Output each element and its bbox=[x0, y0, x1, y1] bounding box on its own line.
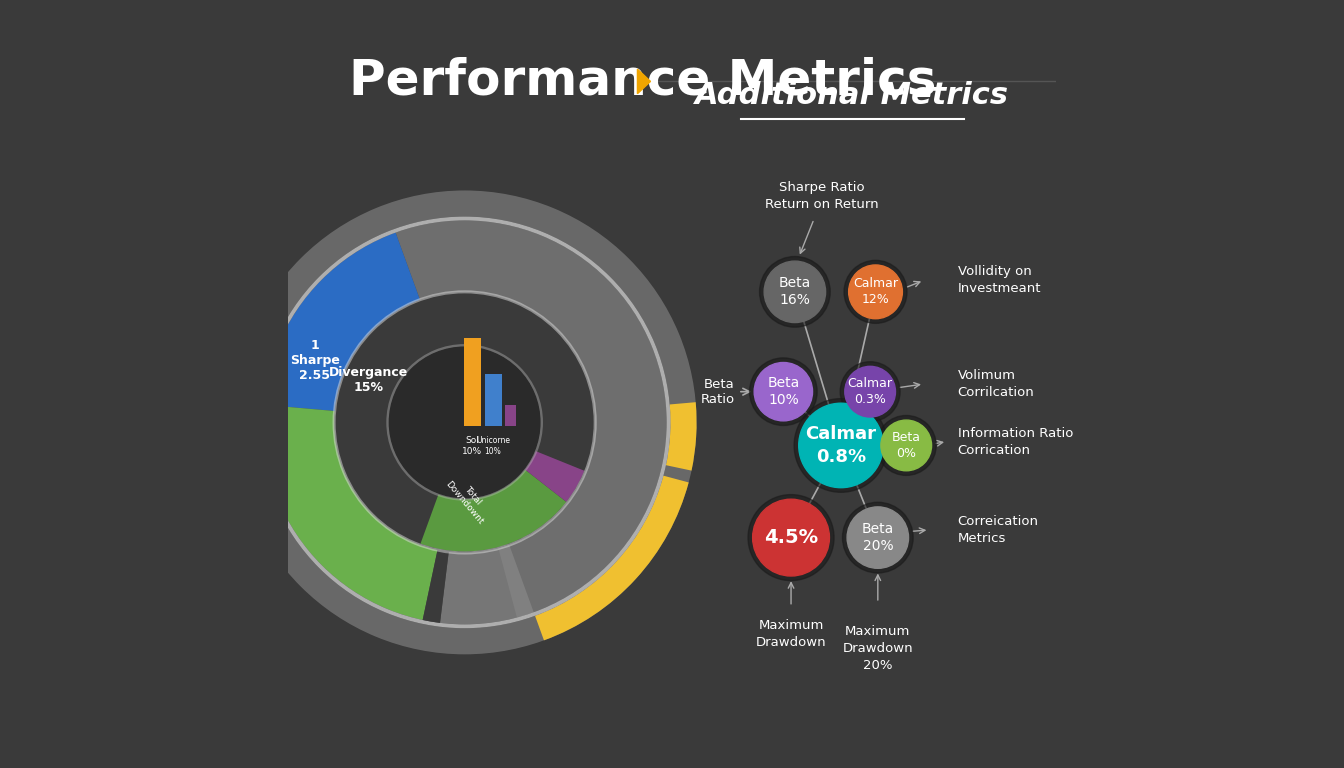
Circle shape bbox=[844, 260, 907, 323]
Text: Beta
10%: Beta 10% bbox=[767, 376, 800, 407]
Circle shape bbox=[753, 499, 829, 576]
FancyBboxPatch shape bbox=[504, 405, 516, 426]
Circle shape bbox=[794, 399, 888, 492]
Wedge shape bbox=[439, 545, 534, 624]
Circle shape bbox=[840, 362, 900, 422]
Text: Calmar
12%: Calmar 12% bbox=[853, 277, 898, 306]
Text: Beta
Ratio: Beta Ratio bbox=[700, 378, 735, 406]
Circle shape bbox=[847, 507, 909, 568]
Text: Information Ratio
Corrication: Information Ratio Corrication bbox=[958, 426, 1073, 457]
Wedge shape bbox=[233, 190, 696, 654]
Circle shape bbox=[765, 261, 825, 323]
Text: Maximum
Drawdown
20%: Maximum Drawdown 20% bbox=[843, 625, 913, 673]
Circle shape bbox=[798, 403, 883, 488]
Text: Additional Metrics: Additional Metrics bbox=[695, 81, 1009, 111]
Circle shape bbox=[749, 495, 835, 581]
Text: Beta
16%: Beta 16% bbox=[778, 276, 810, 307]
Circle shape bbox=[845, 366, 895, 417]
Text: Volimum
Corrilcation: Volimum Corrilcation bbox=[958, 369, 1035, 399]
Wedge shape bbox=[259, 217, 671, 628]
Text: Vollidity on
Investmeant: Vollidity on Investmeant bbox=[958, 265, 1042, 296]
Wedge shape bbox=[422, 550, 449, 623]
Text: Calmar
0.8%: Calmar 0.8% bbox=[805, 425, 876, 465]
Wedge shape bbox=[332, 290, 597, 554]
Wedge shape bbox=[667, 402, 696, 471]
Circle shape bbox=[754, 362, 813, 421]
Wedge shape bbox=[386, 344, 543, 501]
Circle shape bbox=[759, 257, 831, 327]
Text: Divergance
15%: Divergance 15% bbox=[329, 366, 409, 394]
Text: Sol
10%: Sol 10% bbox=[462, 436, 482, 455]
Text: Beta
20%: Beta 20% bbox=[862, 522, 894, 553]
Text: Correication
Metrics: Correication Metrics bbox=[958, 515, 1039, 545]
Polygon shape bbox=[637, 69, 650, 94]
Wedge shape bbox=[262, 220, 667, 624]
Text: 1
Sharpe
2.55: 1 Sharpe 2.55 bbox=[290, 339, 340, 382]
Wedge shape bbox=[336, 293, 594, 551]
FancyBboxPatch shape bbox=[464, 338, 481, 426]
FancyBboxPatch shape bbox=[485, 374, 501, 426]
Text: Calmar
0.3%: Calmar 0.3% bbox=[848, 377, 892, 406]
Circle shape bbox=[390, 347, 540, 498]
Wedge shape bbox=[263, 233, 419, 411]
Text: Maximum
Drawdown: Maximum Drawdown bbox=[755, 618, 827, 649]
Circle shape bbox=[880, 420, 931, 471]
Wedge shape bbox=[535, 475, 688, 641]
Wedge shape bbox=[262, 405, 438, 620]
Text: Beta
0%: Beta 0% bbox=[891, 431, 921, 460]
Circle shape bbox=[750, 358, 817, 425]
Wedge shape bbox=[526, 451, 585, 502]
Text: 4.5%: 4.5% bbox=[763, 528, 818, 547]
Text: Performance Metrics: Performance Metrics bbox=[349, 57, 937, 104]
Circle shape bbox=[848, 265, 902, 319]
Text: Unicorne
10%: Unicorne 10% bbox=[476, 436, 511, 455]
Text: Sharpe Ratio
Return on Return: Sharpe Ratio Return on Return bbox=[765, 180, 879, 211]
Circle shape bbox=[843, 502, 913, 573]
Text: Total
Downdownt: Total Downdownt bbox=[444, 472, 493, 526]
Wedge shape bbox=[421, 470, 566, 551]
Circle shape bbox=[876, 415, 937, 475]
Wedge shape bbox=[395, 220, 667, 617]
